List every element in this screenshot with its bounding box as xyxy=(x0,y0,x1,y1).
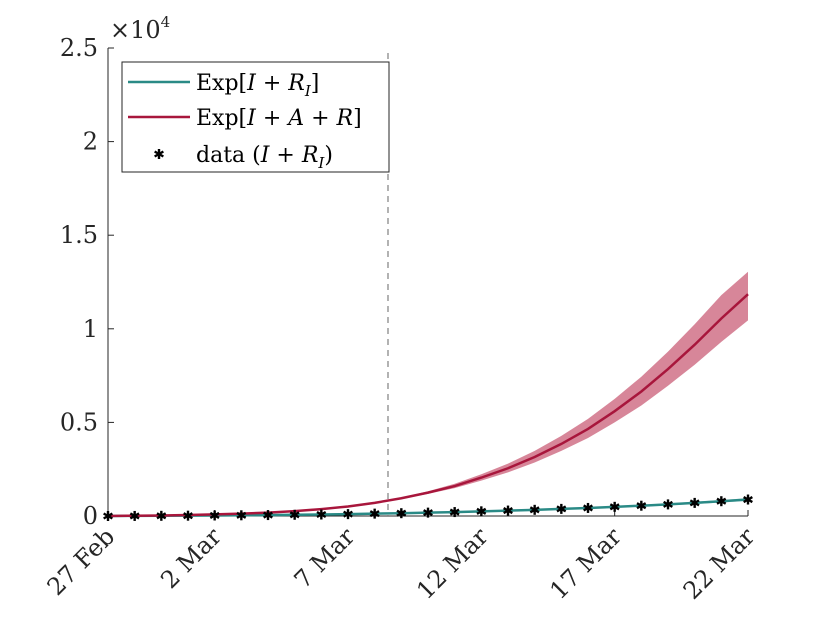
data-point xyxy=(103,511,113,521)
legend-body: I + R xyxy=(246,71,305,96)
data-point xyxy=(263,510,273,521)
data-point xyxy=(689,497,700,508)
data-point xyxy=(743,494,753,505)
data-point xyxy=(716,496,727,507)
data-point xyxy=(663,499,673,510)
data-point xyxy=(609,501,620,512)
data-point-stroke xyxy=(263,511,273,519)
series-line-1 xyxy=(107,293,749,518)
data-point xyxy=(503,505,513,516)
series-band-1 xyxy=(108,271,748,516)
data-point-stroke xyxy=(476,507,487,515)
data-point xyxy=(236,510,247,521)
legend-sub: I xyxy=(317,154,325,172)
legend-suffix: ] xyxy=(311,71,320,96)
data-point-stroke xyxy=(743,495,753,504)
y-exponent-label: ×104 xyxy=(110,13,170,44)
legend-marker xyxy=(154,149,164,159)
data-point xyxy=(369,508,380,519)
data-point-stroke xyxy=(129,512,140,520)
legend-sub: I xyxy=(304,82,312,100)
data-point-stroke xyxy=(209,511,220,520)
data-point-stroke xyxy=(316,510,327,519)
x-tick-label: 27 Feb xyxy=(42,522,121,601)
data-point xyxy=(423,507,433,518)
data-point xyxy=(476,506,487,517)
data-point xyxy=(556,503,567,514)
data-point-stroke xyxy=(663,500,673,508)
legend-prefix: Exp[ xyxy=(196,71,247,96)
y-tick-label: 2 xyxy=(83,128,98,156)
data-point xyxy=(449,507,460,518)
data-point-stroke xyxy=(289,511,300,519)
x-tick-label: 22 Mar xyxy=(678,522,761,605)
data-point-stroke xyxy=(689,499,700,507)
legend-body: I + R xyxy=(260,143,319,168)
data-point xyxy=(636,500,647,511)
data-points xyxy=(103,494,753,521)
legend-prefix: Exp[ xyxy=(196,106,247,131)
data-point-stroke xyxy=(103,512,113,520)
data-point-stroke xyxy=(529,506,540,514)
data-point-stroke xyxy=(716,497,727,505)
legend: Exp[I + RI]Exp[I + A + R]data (I + RI) xyxy=(121,61,390,173)
data-point-stroke xyxy=(183,512,193,520)
data-point-stroke xyxy=(636,502,647,510)
data-point xyxy=(289,509,300,520)
y-tick-label: 0 xyxy=(83,502,98,530)
legend-body: I + A + R xyxy=(246,106,353,131)
series-lines xyxy=(107,293,749,518)
data-point xyxy=(209,510,220,521)
data-point-stroke xyxy=(503,507,513,515)
legend-label-2: data (I + RI) xyxy=(196,143,333,172)
data-point xyxy=(183,510,193,521)
legend-label-0: Exp[I + RI] xyxy=(196,71,319,100)
data-point-stroke xyxy=(609,503,620,511)
data-point xyxy=(529,504,540,515)
confidence-bands xyxy=(108,271,748,516)
data-point-stroke xyxy=(369,510,380,518)
data-point-stroke xyxy=(156,512,167,520)
y-exponent-power: 4 xyxy=(161,13,171,31)
legend-prefix: data ( xyxy=(196,143,261,168)
legend-marker-stroke xyxy=(154,150,164,158)
data-point-stroke xyxy=(583,504,593,512)
data-point-stroke xyxy=(396,509,407,517)
data-point xyxy=(316,509,327,520)
y-tick-label: 1 xyxy=(83,315,98,343)
legend-label-1: Exp[I + A + R] xyxy=(196,106,362,131)
y-tick-label: 2.5 xyxy=(60,34,98,62)
data-point xyxy=(156,510,167,521)
y-tick-label: 1.5 xyxy=(60,221,98,249)
x-tick-label: 7 Mar xyxy=(289,522,361,594)
data-point xyxy=(343,509,353,520)
x-tick-label: 17 Mar xyxy=(545,522,628,605)
data-point xyxy=(129,510,140,521)
data-point-stroke xyxy=(343,510,353,518)
data-point-stroke xyxy=(423,509,433,517)
y-exponent-base: ×10 xyxy=(110,16,161,44)
data-point xyxy=(396,508,407,519)
data-point-stroke xyxy=(236,511,247,519)
legend-suffix: ) xyxy=(324,143,333,168)
x-tick-label: 2 Mar xyxy=(155,522,227,594)
data-point xyxy=(583,502,593,513)
data-point-stroke xyxy=(556,505,567,513)
legend-suffix: ] xyxy=(353,106,362,131)
x-tick-label: 12 Mar xyxy=(411,522,494,605)
data-point-stroke xyxy=(449,508,460,516)
y-tick-label: 0.5 xyxy=(60,408,98,436)
